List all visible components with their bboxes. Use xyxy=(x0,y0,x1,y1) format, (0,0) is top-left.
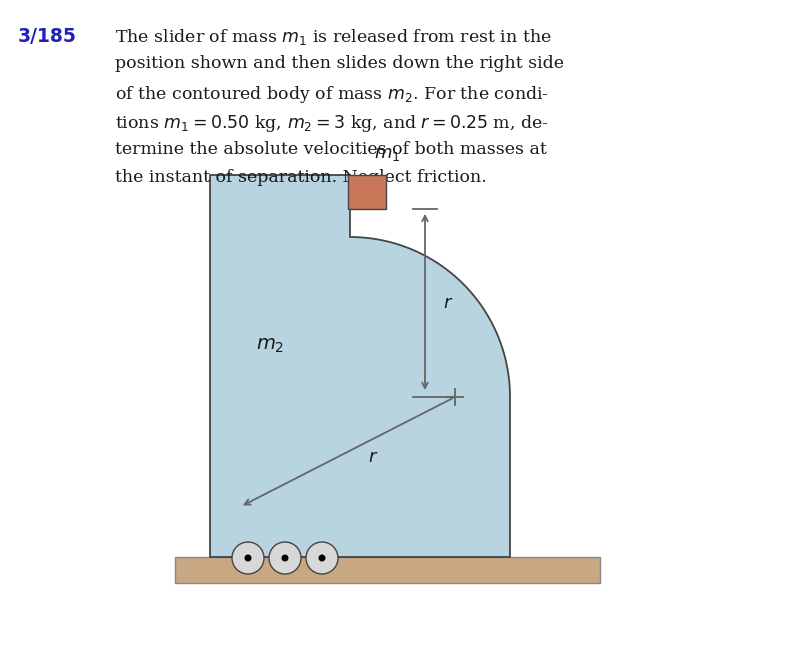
Circle shape xyxy=(232,542,264,574)
Circle shape xyxy=(306,542,338,574)
Text: position shown and then slides down the right side: position shown and then slides down the … xyxy=(115,55,564,72)
Text: $r$: $r$ xyxy=(367,448,378,466)
Circle shape xyxy=(281,555,289,561)
Polygon shape xyxy=(210,175,510,557)
Text: $r$: $r$ xyxy=(443,294,453,312)
Text: tions $m_1 = 0.50$ kg, $m_2 = 3$ kg, and $r = 0.25$ m, de-: tions $m_1 = 0.50$ kg, $m_2 = 3$ kg, and… xyxy=(115,112,549,134)
Text: termine the absolute velocities of both masses at: termine the absolute velocities of both … xyxy=(115,141,547,158)
Text: $m_2$: $m_2$ xyxy=(256,337,284,355)
Text: The slider of mass $m_1$ is released from rest in the: The slider of mass $m_1$ is released fro… xyxy=(115,27,552,47)
Circle shape xyxy=(269,542,301,574)
Text: the instant of separation. Neglect friction.: the instant of separation. Neglect frict… xyxy=(115,170,487,186)
Circle shape xyxy=(319,555,325,561)
Polygon shape xyxy=(348,175,386,209)
Text: of the contoured body of mass $m_2$. For the condi-: of the contoured body of mass $m_2$. For… xyxy=(115,84,549,105)
Polygon shape xyxy=(175,557,600,583)
Text: $m_1$: $m_1$ xyxy=(374,145,400,163)
Circle shape xyxy=(245,555,251,561)
Text: 3/185: 3/185 xyxy=(18,27,77,46)
